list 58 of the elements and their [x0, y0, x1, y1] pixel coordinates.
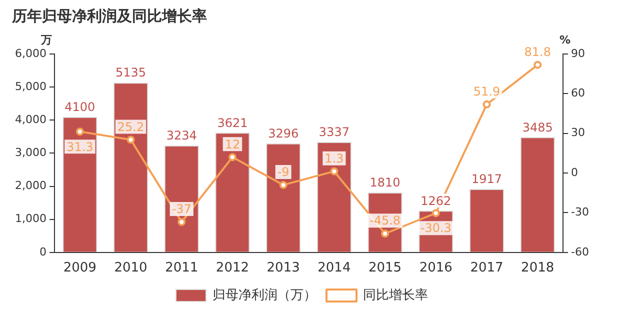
- y-tick-label: 0: [39, 245, 46, 258]
- y-tick-label: 4,000: [14, 112, 46, 126]
- data-label: 1262: [420, 194, 452, 208]
- y2-tick-label: -30: [571, 206, 589, 219]
- point: [432, 209, 440, 218]
- y-tick-label: 1,000: [14, 212, 46, 226]
- point: [381, 230, 390, 238]
- y2-tick-label: -60: [571, 245, 589, 258]
- x-tick-label: 2010: [114, 260, 148, 276]
- point: [126, 136, 135, 144]
- x-tick-label: 2009: [63, 260, 96, 276]
- x-tick-label: 2014: [318, 260, 351, 276]
- y-tick-label: 3,000: [14, 146, 46, 160]
- x-tick-label: 2012: [216, 260, 250, 276]
- chart-title: 历年归母净利润及同比增长率: [11, 6, 207, 25]
- data-label: -45.8: [370, 214, 401, 228]
- data-label: 3485: [522, 120, 553, 134]
- point: [330, 167, 338, 176]
- y2-tick-label: 90: [571, 46, 586, 60]
- data-label: 3296: [268, 126, 299, 141]
- x-tick-label: 2013: [266, 260, 300, 276]
- y2-tick-label: 30: [571, 126, 586, 140]
- legend-label: 归母净利润（万）: [212, 288, 316, 303]
- y-tick-label: 2,000: [14, 179, 46, 192]
- y2-axis-title: %: [560, 33, 571, 46]
- x-tick-label: 2017: [470, 260, 504, 276]
- y-tick-label: 5,000: [14, 80, 46, 93]
- data-label: -30.3: [420, 221, 452, 236]
- data-label: 31.3: [66, 140, 94, 154]
- data-label: 51.9: [473, 84, 500, 99]
- point: [482, 100, 491, 108]
- data-label: 5135: [116, 66, 146, 80]
- point: [178, 218, 186, 226]
- data-label: 4100: [64, 100, 96, 114]
- legend-label: 同比增长率: [363, 286, 428, 303]
- y-axis-title: 万: [40, 33, 52, 46]
- point: [279, 180, 288, 189]
- x-tick-label: 2015: [368, 260, 402, 276]
- data-label: -37: [172, 202, 192, 216]
- data-label: -9: [277, 165, 290, 180]
- x-tick-label: 2018: [521, 260, 554, 276]
- point: [76, 128, 84, 136]
- data-label: 81.8: [524, 44, 551, 59]
- data-label: 3234: [166, 128, 197, 143]
- y2-tick-label: 0: [571, 166, 578, 179]
- data-label: 1.3: [324, 151, 344, 166]
- data-label: 12: [224, 137, 240, 152]
- data-label: 3337: [318, 125, 350, 140]
- x-tick-label: 2011: [165, 260, 198, 276]
- data-label: 25.2: [117, 120, 144, 134]
- y2-tick-label: 60: [571, 86, 586, 100]
- point: [228, 153, 236, 162]
- x-tick-label: 2016: [419, 260, 452, 276]
- point: [534, 60, 542, 69]
- data-label: 1810: [370, 176, 400, 190]
- data-label: 1917: [471, 172, 502, 186]
- data-label: 3621: [217, 116, 248, 130]
- y-tick-label: 6,000: [14, 46, 46, 60]
